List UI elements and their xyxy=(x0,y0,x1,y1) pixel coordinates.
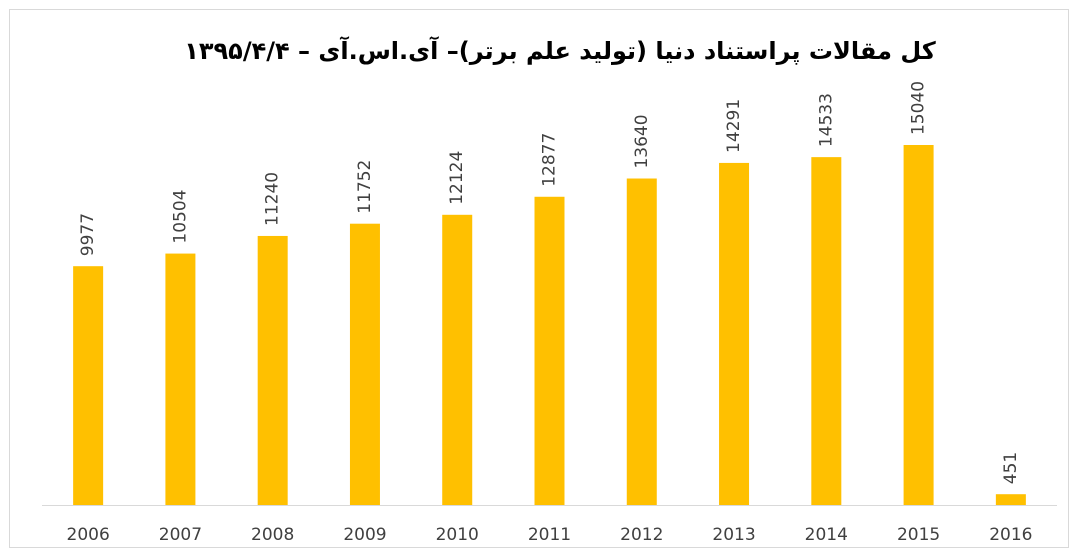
chart-title: کل مقالات پراستناد دنیا (تولید علم برتر)… xyxy=(184,36,936,65)
bar xyxy=(719,162,750,505)
data-label: 14533 xyxy=(816,93,836,147)
bar xyxy=(903,145,934,505)
bar xyxy=(73,266,104,505)
x-tick-label: 2010 xyxy=(436,525,479,545)
bar xyxy=(995,494,1026,505)
bar xyxy=(257,235,288,505)
bar xyxy=(442,214,473,506)
x-tick-label: 2007 xyxy=(159,525,202,545)
x-tick-label: 2014 xyxy=(805,525,848,545)
x-tick-label: 2012 xyxy=(620,525,663,545)
x-tick-label: 2015 xyxy=(897,525,940,545)
data-label: 14291 xyxy=(724,99,744,153)
x-tick-label: 2013 xyxy=(712,525,755,545)
data-label: 451 xyxy=(1001,452,1021,484)
x-tick-label: 2006 xyxy=(67,525,110,545)
x-tick-label: 2016 xyxy=(989,525,1032,545)
data-label: 10504 xyxy=(170,189,190,243)
x-tick-label: 2008 xyxy=(251,525,294,545)
bar xyxy=(165,253,196,505)
data-label: 9977 xyxy=(78,213,98,256)
data-label: 15040 xyxy=(909,81,929,135)
data-label: 12124 xyxy=(447,151,467,205)
data-label: 11752 xyxy=(355,160,375,214)
x-tick-label: 2011 xyxy=(528,525,571,545)
bar xyxy=(811,157,842,506)
bar xyxy=(626,178,657,506)
data-label: 12877 xyxy=(540,133,560,187)
bar xyxy=(534,196,565,506)
data-label: 11240 xyxy=(263,172,283,226)
x-tick-label: 2009 xyxy=(343,525,386,545)
bar xyxy=(349,223,380,505)
data-label: 13640 xyxy=(632,114,652,168)
